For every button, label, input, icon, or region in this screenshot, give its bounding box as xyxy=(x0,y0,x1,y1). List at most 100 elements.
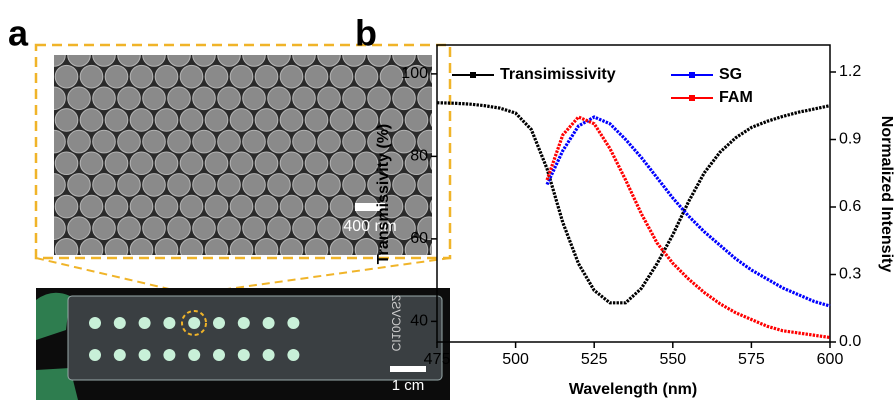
particle xyxy=(329,64,354,89)
particle xyxy=(292,55,316,67)
particle xyxy=(117,216,141,241)
particle xyxy=(267,173,291,197)
particle xyxy=(104,238,129,255)
particle xyxy=(392,129,416,154)
particle xyxy=(142,216,166,241)
particle xyxy=(117,173,141,197)
spot xyxy=(138,349,151,361)
particle xyxy=(267,86,291,111)
particle xyxy=(79,194,104,219)
particle xyxy=(54,151,79,176)
particle xyxy=(192,55,216,67)
x-axis-label: Wavelength (nm) xyxy=(569,381,697,398)
particle xyxy=(329,108,354,132)
particle xyxy=(379,108,404,132)
particle xyxy=(179,64,204,89)
scale-label: 1 cm xyxy=(392,377,425,394)
particle xyxy=(242,55,266,67)
particle xyxy=(317,86,341,111)
particle xyxy=(267,216,291,241)
particle xyxy=(167,216,191,241)
particle xyxy=(379,151,404,176)
particle xyxy=(254,238,279,255)
spot xyxy=(163,317,176,329)
particle xyxy=(167,173,191,197)
particle xyxy=(167,129,191,154)
spot xyxy=(138,317,151,329)
panel-label: b xyxy=(355,13,377,54)
particle xyxy=(104,194,129,219)
legend-label: FAM xyxy=(719,89,753,106)
x-tick-label: 550 xyxy=(659,351,686,368)
y-tick-label: 100 xyxy=(401,65,428,82)
particle xyxy=(104,151,129,176)
particle xyxy=(54,108,79,132)
spot xyxy=(287,317,300,329)
scale-bar xyxy=(355,203,385,211)
particle xyxy=(242,86,266,111)
spots xyxy=(89,317,300,361)
particle xyxy=(54,64,79,89)
particle xyxy=(154,194,179,219)
particle xyxy=(254,108,279,132)
spot xyxy=(262,349,275,361)
particle xyxy=(429,242,432,255)
particle xyxy=(229,194,254,219)
particle xyxy=(342,86,366,111)
particle xyxy=(317,129,341,154)
particle xyxy=(54,173,66,197)
legend-marker xyxy=(470,72,476,78)
particle xyxy=(354,108,379,132)
particle xyxy=(417,173,432,197)
particle xyxy=(429,112,432,127)
particle xyxy=(54,86,66,111)
particle xyxy=(154,238,179,255)
particle xyxy=(317,55,341,67)
particle xyxy=(254,151,279,176)
particle xyxy=(354,238,379,255)
particle xyxy=(242,173,266,197)
particle xyxy=(217,86,241,111)
particle xyxy=(67,216,91,241)
particle xyxy=(242,129,266,154)
particle xyxy=(229,151,254,176)
particle xyxy=(254,194,279,219)
x-tick-label: 475 xyxy=(424,351,451,368)
particle xyxy=(217,129,241,154)
particle xyxy=(254,64,279,89)
particle xyxy=(129,238,154,255)
zoom-line xyxy=(35,257,183,293)
glove xyxy=(36,292,70,340)
zoom-line xyxy=(205,257,451,293)
particle xyxy=(54,129,66,154)
particle xyxy=(217,216,241,241)
particle xyxy=(67,173,91,197)
particle xyxy=(379,238,404,255)
particle xyxy=(217,55,241,67)
particle xyxy=(92,216,116,241)
particle xyxy=(154,108,179,132)
plot-frame xyxy=(436,44,831,343)
particle xyxy=(304,108,329,132)
particle xyxy=(317,216,341,241)
legend-label: SG xyxy=(719,66,742,83)
spot xyxy=(237,317,250,329)
particle xyxy=(367,129,391,154)
spot xyxy=(89,349,101,361)
legend-marker xyxy=(689,95,695,101)
particle xyxy=(354,64,379,89)
particle xyxy=(92,173,116,197)
particle xyxy=(129,151,154,176)
particle xyxy=(342,129,366,154)
particle xyxy=(54,216,66,241)
particle xyxy=(54,55,66,67)
particle xyxy=(392,55,416,67)
particle xyxy=(79,151,104,176)
particle xyxy=(142,55,166,67)
spot xyxy=(213,317,225,329)
particle xyxy=(229,238,254,255)
x-tick-label: 600 xyxy=(817,351,844,368)
zoom-circle xyxy=(181,310,207,336)
particle xyxy=(329,194,354,219)
particle xyxy=(404,194,429,219)
